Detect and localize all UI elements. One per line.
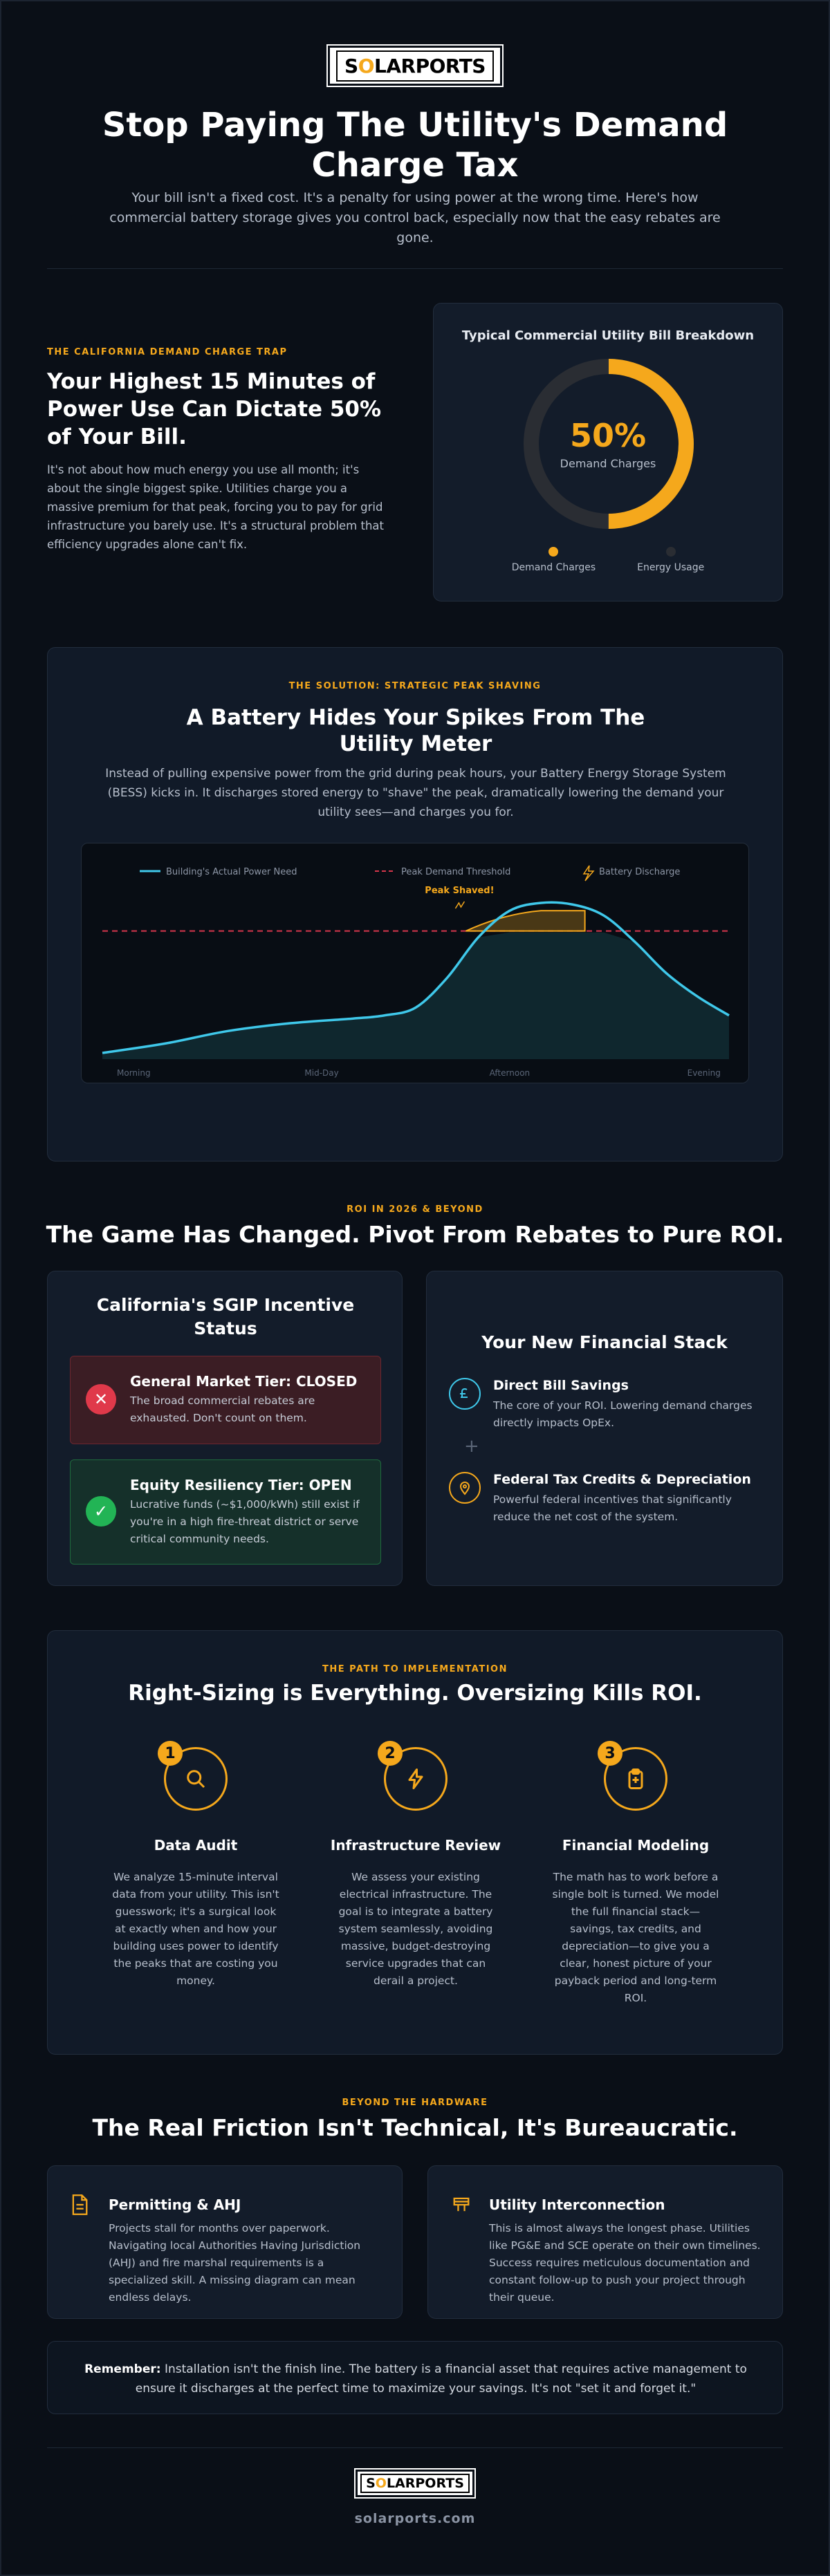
friction-kicker: BEYOND THE HARDWARE <box>342 2098 488 2108</box>
step-2-body: We assess your existing electrical infra… <box>338 1871 493 1987</box>
step-2-number: 2 <box>378 1741 403 1766</box>
trap-kicker: THE CALIFORNIA DEMAND CHARGE TRAP <box>47 347 288 357</box>
donut-legend: Demand Charges Energy Usage <box>434 547 782 573</box>
legend-energy: Energy Usage <box>637 547 704 573</box>
check-icon: ✓ <box>86 1496 116 1527</box>
sgip-title: California's SGIP Incentive Status <box>96 1295 355 1338</box>
donut-chart <box>524 359 694 529</box>
step-infrastructure-review: 2 Infrastructure Review We assess your e… <box>312 1741 519 1990</box>
tier-open-title: Equity Resiliency Tier: OPEN <box>130 1477 352 1493</box>
step-1-number: 1 <box>158 1741 183 1766</box>
solution-kicker: THE SOLUTION: STRATEGIC PEAK SHAVING <box>288 681 542 691</box>
donut-value: 50% <box>569 417 647 454</box>
stack-item-savings-body: The core of your ROI. Lowering demand ch… <box>493 1399 753 1429</box>
power-plug-icon <box>453 2197 470 2212</box>
stack-item-tax-body: Powerful federal incentives that signifi… <box>493 1493 732 1523</box>
step-2-circle: 2 <box>378 1741 448 1811</box>
peak-shaving-chart: Building's Actual Power Need Peak Demand… <box>81 843 749 1083</box>
power-need-line <box>102 901 730 1054</box>
reminder-body: Installation isn't the finish line. The … <box>135 2362 747 2396</box>
legend-threshold-label: Peak Demand Threshold <box>401 867 510 877</box>
step-3-number: 3 <box>598 1741 622 1766</box>
solution-body: Instead of pulling expensive power from … <box>105 767 726 819</box>
page-subtitle: Your bill isn't a fixed cost. It's a pen… <box>109 190 721 245</box>
plus-sign: + <box>464 1436 479 1457</box>
demand-area <box>102 932 729 1059</box>
footer-divider <box>47 2447 783 2448</box>
battery-discharge-region <box>465 910 586 932</box>
tier-closed: ✕ General Market Tier: CLOSED The broad … <box>70 1356 381 1444</box>
implementation-card: THE PATH TO IMPLEMENTATION Right-Sizing … <box>47 1630 783 2055</box>
peak-shaved-annotation: Peak Shaved! <box>425 886 494 896</box>
bolt-icon <box>582 865 595 881</box>
step-data-audit: 1 Data Audit We analyze 15-minute interv… <box>92 1741 299 1990</box>
tier-closed-body: The broad commercial rebates are exhaust… <box>130 1394 315 1424</box>
page-title: Stop Paying The Utility's Demand Charge … <box>102 106 728 185</box>
friction-title: The Real Friction Isn't Technical, It's … <box>92 2114 738 2141</box>
footer-url[interactable]: solarports.com <box>354 2511 476 2526</box>
footer-logo[interactable]: SOLARPORTS <box>354 2468 476 2499</box>
permitting-card: Permitting & AHJ Projects stall for mont… <box>47 2165 403 2319</box>
plot-area: Peak Shaved! Morning Mid-Day Afternoon Eveni… <box>102 886 730 1078</box>
step-financial-modeling: 3 Financial Modeling The math has to wor… <box>532 1741 739 2007</box>
solution-title: A Battery Hides Your Spikes From The Uti… <box>186 705 645 756</box>
tier-closed-title: General Market Tier: CLOSED <box>130 1373 358 1390</box>
reminder-text: Remember: Installation isn't the finish … <box>71 2360 760 2398</box>
stack-item-tax-title: Federal Tax Credits & Depreciation <box>493 1472 751 1487</box>
x-tick-afternoon: Afternoon <box>490 1068 531 1078</box>
search-icon <box>187 1770 205 1789</box>
trend-down-icon <box>454 901 465 909</box>
roi-kicker: ROI IN 2026 & BEYOND <box>347 1204 483 1215</box>
permitting-body: Projects stall for months over paperwork… <box>109 2222 361 2304</box>
trap-body: It's not about how much energy you use a… <box>47 463 384 551</box>
trap-title: Your Highest 15 Minutes of Power Use Can… <box>47 369 382 449</box>
legend-discharge-label: Battery Discharge <box>599 867 680 877</box>
divider <box>47 268 783 269</box>
chart-svg: Building's Actual Power Need Peak Demand… <box>102 865 730 1078</box>
location-pin-icon <box>449 1472 481 1504</box>
stack-title: Your New Financial Stack <box>481 1332 728 1352</box>
x-tick-evening: Evening <box>688 1068 721 1078</box>
lightning-icon <box>408 1768 423 1789</box>
step-3-circle: 3 <box>598 1741 667 1811</box>
tier-open-body: Lucrative funds (~$1,000/kWh) still exis… <box>130 1498 360 1545</box>
step-2-title: Infrastructure Review <box>330 1837 501 1854</box>
interconnection-body: This is almost always the longest phase.… <box>489 2222 761 2304</box>
step-3-title: Financial Modeling <box>562 1837 710 1854</box>
step-1-circle: 1 <box>158 1741 228 1811</box>
x-tick-mid-day: Mid-Day <box>304 1068 338 1078</box>
reminder-note: Remember: Installation isn't the finish … <box>47 2341 783 2414</box>
legend-need-label: Building's Actual Power Need <box>166 867 297 877</box>
path-title: Right-Sizing is Everything. Oversizing K… <box>128 1681 702 1706</box>
step-1-body: We analyze 15-minute interval data from … <box>112 1871 279 1987</box>
permitting-title: Permitting & AHJ <box>109 2196 241 2213</box>
step-3-body: The math has to work before a single bol… <box>552 1871 719 2004</box>
legend-demand: Demand Charges <box>512 547 596 573</box>
legend-dot-demand <box>548 547 559 557</box>
path-kicker: THE PATH TO IMPLEMENTATION <box>322 1664 508 1674</box>
close-icon: ✕ <box>86 1384 116 1415</box>
sgip-card: California's SGIP Incentive Status ✕ Gen… <box>47 1271 403 1586</box>
stack-item-savings-title: Direct Bill Savings <box>493 1378 629 1393</box>
document-icon <box>72 2194 88 2215</box>
clipboard-icon <box>628 1768 643 1789</box>
step-1-title: Data Audit <box>154 1837 238 1854</box>
donut-value-label: Demand Charges <box>560 457 656 470</box>
solarports-logo[interactable]: SOLARPORTS <box>326 44 504 87</box>
interconnection-card: Utility Interconnection This is almost a… <box>427 2165 783 2319</box>
currency-icon <box>449 1378 481 1410</box>
reminder-label: Remember: <box>84 2362 161 2376</box>
legend-dot-energy <box>665 547 676 557</box>
interconnection-title: Utility Interconnection <box>489 2196 665 2213</box>
donut-title: Typical Commercial Utility Bill Breakdow… <box>461 328 755 343</box>
tier-open: ✓ Equity Resiliency Tier: OPEN Lucrative… <box>70 1459 381 1565</box>
bill-breakdown-card: Typical Commercial Utility Bill Breakdow… <box>433 303 783 601</box>
donut-demand-arc <box>524 359 694 529</box>
solution-card: THE SOLUTION: STRATEGIC PEAK SHAVING A B… <box>47 647 783 1161</box>
financial-stack-card: Your New Financial Stack Direct Bill Sav… <box>426 1271 783 1586</box>
roi-title: The Game Has Changed. Pivot From Rebates… <box>46 1221 784 1248</box>
x-tick-morning: Morning <box>117 1068 151 1078</box>
